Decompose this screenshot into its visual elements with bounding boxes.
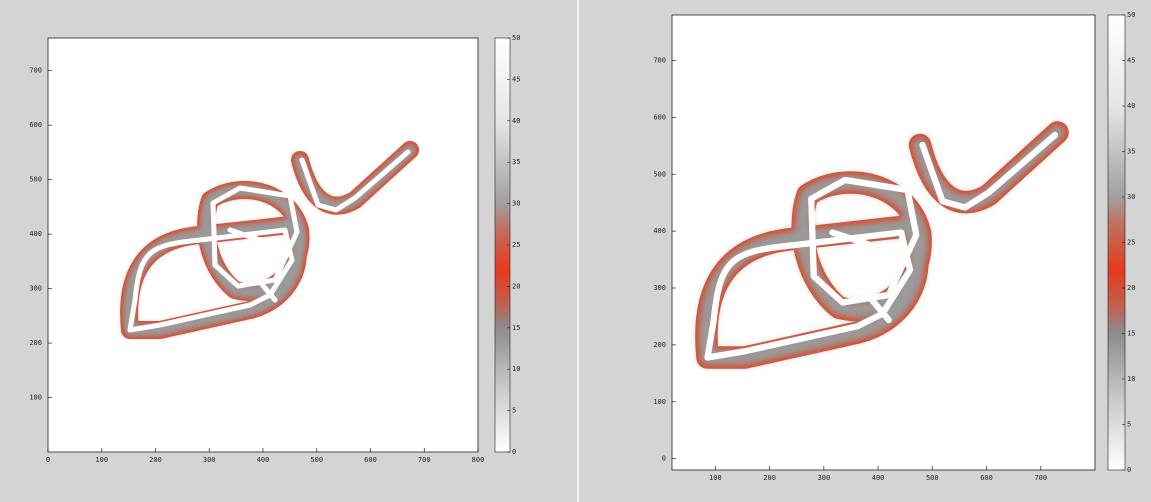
- y-tick-label: 400: [29, 230, 42, 238]
- colorbar-tick-label: 10: [512, 365, 520, 373]
- x-tick-label: 100: [709, 474, 722, 482]
- colorbar-tick-label: 30: [512, 200, 520, 208]
- y-tick-label: 400: [653, 227, 666, 235]
- colorbar-tick-label: 45: [1127, 57, 1135, 65]
- x-tick-label: 200: [763, 474, 776, 482]
- y-tick-label: 100: [29, 394, 42, 402]
- x-tick-label: 500: [310, 456, 323, 464]
- x-tick-label: 500: [926, 474, 939, 482]
- colorbar-tick-label: 50: [512, 34, 520, 42]
- colorbar-tick-label: 5: [1127, 421, 1131, 429]
- colorbar-tick-label: 15: [512, 324, 520, 332]
- y-tick-label: 700: [29, 67, 42, 75]
- y-tick-label: 500: [29, 176, 42, 184]
- colorbar-tick-label: 25: [512, 241, 520, 249]
- y-tick-label: 700: [653, 57, 666, 65]
- colorbar-tick-label: 25: [1127, 239, 1135, 247]
- plot-frame: [671, 14, 1096, 471]
- colorbar-tick-label: 20: [512, 282, 520, 290]
- colorbar-tick-label: 40: [512, 117, 520, 125]
- y-tick-label: 200: [29, 339, 42, 347]
- x-tick-label: 700: [1034, 474, 1047, 482]
- y-tick-label: 600: [29, 121, 42, 129]
- x-tick-label: 400: [872, 474, 885, 482]
- colorbar-tick-label: 10: [1127, 375, 1135, 383]
- x-tick-label: 100: [95, 456, 108, 464]
- colorbar-tick-label: 0: [512, 448, 516, 456]
- colorbar-tick-label: 20: [1127, 284, 1135, 292]
- x-tick-label: 600: [980, 474, 993, 482]
- x-tick-label: 800: [472, 456, 485, 464]
- x-tick-label: 200: [149, 456, 162, 464]
- colorbar-tick-label: 45: [512, 75, 520, 83]
- plot-area: [48, 38, 478, 452]
- y-tick-label: 500: [653, 170, 666, 178]
- y-tick-label: 600: [653, 113, 666, 121]
- colorbar-tick-label: 30: [1127, 193, 1135, 201]
- colorbar-tick-label: 35: [1127, 148, 1135, 156]
- y-tick-label: 300: [653, 284, 666, 292]
- x-tick-label: 300: [203, 456, 216, 464]
- x-tick-label: 700: [418, 456, 431, 464]
- x-tick-label: 0: [46, 456, 50, 464]
- panels: 0 100 200 300 400 500 600 700 800100200300400500…: [29, 11, 1135, 482]
- colorbar-tick-label: 5: [512, 407, 516, 415]
- colorbar-tick-label: 35: [512, 158, 520, 166]
- y-tick-label: 100: [653, 398, 666, 406]
- plot-area: [672, 15, 1095, 470]
- colorbar-tick-label: 0: [1127, 466, 1131, 474]
- x-tick-label: 600: [364, 456, 377, 464]
- y-tick-label: 300: [29, 285, 42, 293]
- colorbar-tick-label: 40: [1127, 102, 1135, 110]
- y-tick-label: 200: [653, 341, 666, 349]
- x-tick-label: 400: [257, 456, 270, 464]
- x-tick-label: 300: [818, 474, 831, 482]
- colorbar-tick-label: 15: [1127, 330, 1135, 338]
- colorbar-tick-label: 50: [1127, 11, 1135, 19]
- y-tick-label: 0: [662, 455, 666, 463]
